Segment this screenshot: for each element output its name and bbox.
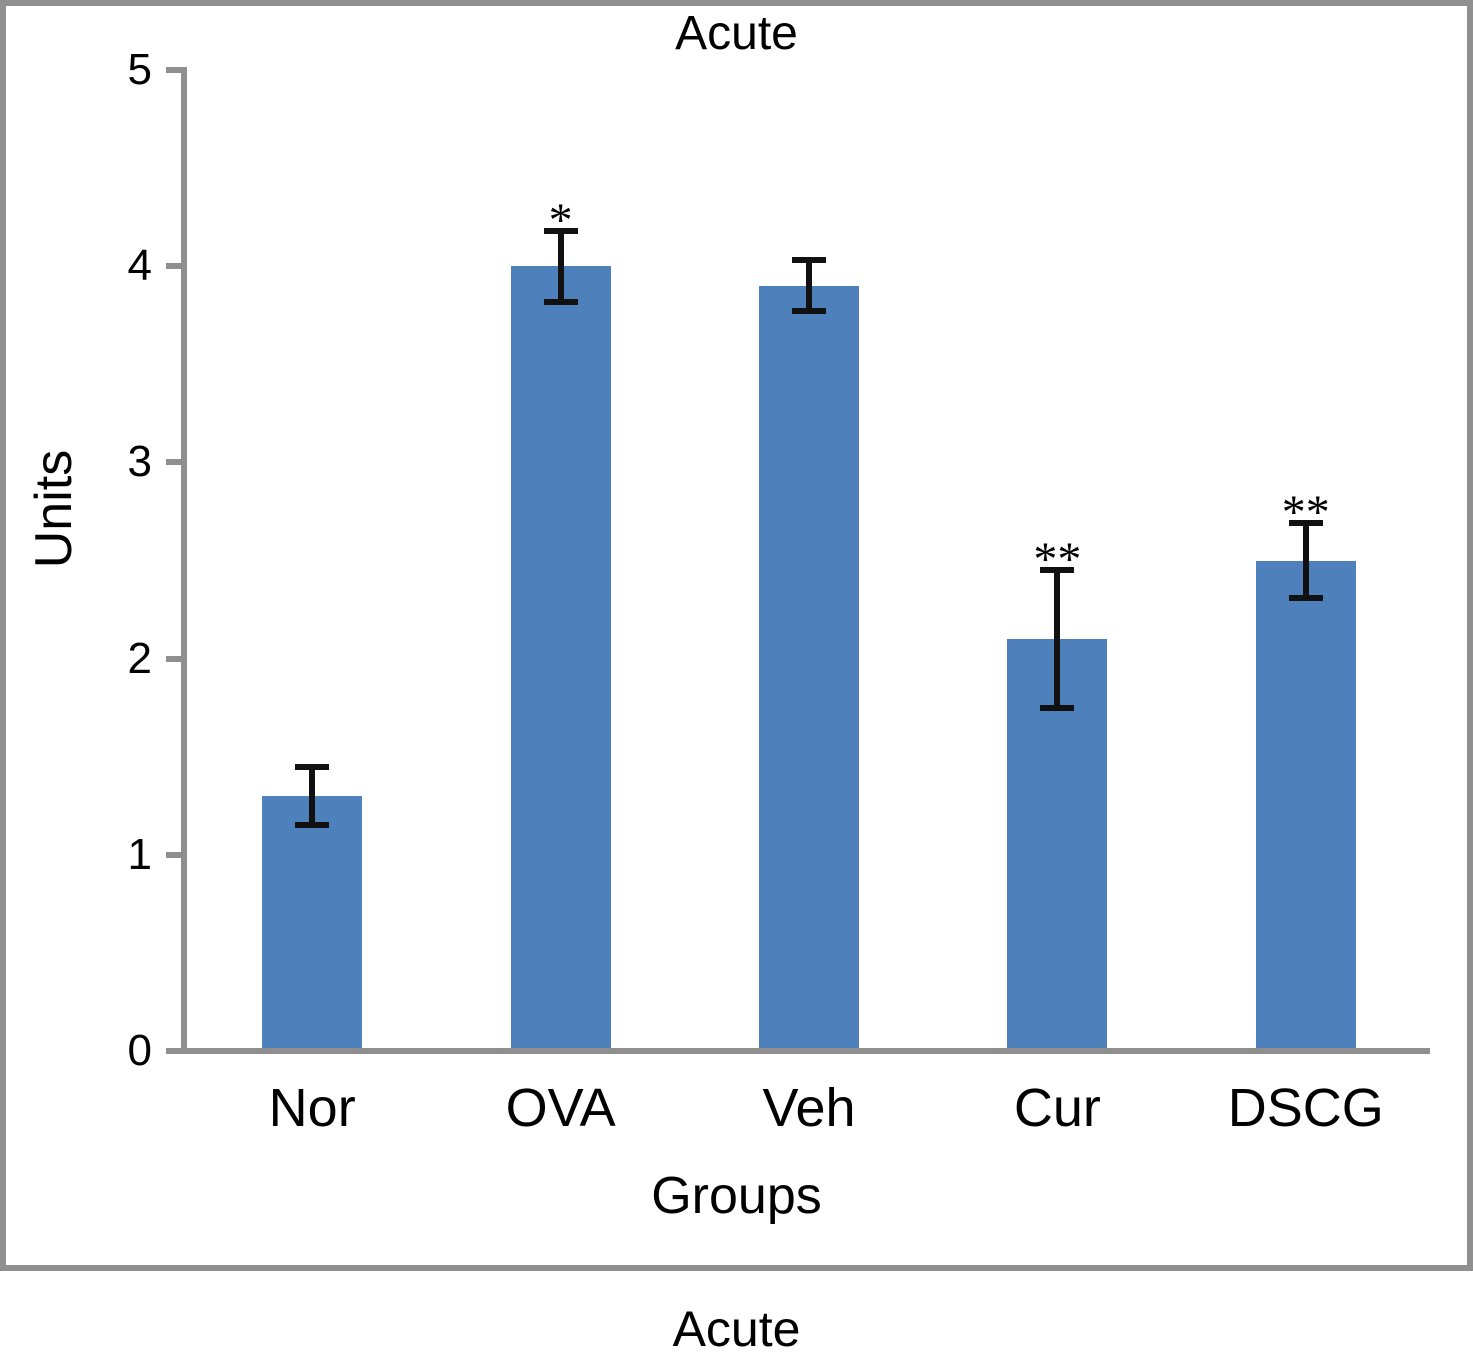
significance-marker: ** (1281, 486, 1330, 540)
error-bar-cap-bottom (792, 308, 826, 315)
error-bar-cap-top (1288, 520, 1323, 527)
error-bar-cap-bottom (543, 298, 578, 305)
error-bar-cap-top (543, 227, 578, 234)
y-tick (166, 67, 187, 73)
bar-nor (262, 795, 363, 1048)
y-axis-line (181, 67, 187, 1048)
y-tick-label: 2 (127, 633, 152, 683)
x-axis-title: Groups (651, 1167, 822, 1225)
chart-title: Acute (675, 7, 798, 60)
error-bar-cap-bottom (1040, 704, 1075, 711)
error-bar-cap-top (1040, 567, 1075, 574)
x-category-label: Cur (1013, 1078, 1101, 1138)
y-tick (166, 459, 187, 466)
x-category-label: DSCG (1227, 1078, 1384, 1138)
bar-veh (759, 285, 859, 1048)
y-tick-label: 3 (127, 437, 152, 487)
y-tick-label: 0 (127, 1026, 152, 1075)
chart-frame (0, 0, 1473, 1271)
y-tick (166, 851, 187, 858)
error-bar-cap-bottom (295, 822, 330, 829)
y-tick (166, 263, 187, 270)
x-category-label: Veh (762, 1078, 856, 1138)
bar-dscg (1255, 560, 1356, 1048)
plot-area: 0 1 2 3 4 5 Nor * OVA Veh ** Cur ** DSCG (127, 45, 1430, 1138)
bar-ova (510, 266, 611, 1048)
x-category-label: Nor (268, 1078, 356, 1138)
error-bar-line (309, 766, 316, 826)
error-bar-cap-top (295, 763, 330, 770)
error-bar-line (806, 260, 812, 312)
significance-marker: ** (1033, 533, 1082, 587)
error-bar-line (1054, 570, 1061, 708)
error-bar-cap-top (792, 257, 826, 264)
y-tick-label: 5 (127, 45, 152, 94)
significance-marker: * (548, 193, 573, 247)
error-bar-cap-bottom (1288, 594, 1323, 601)
y-tick-label: 4 (127, 241, 152, 291)
error-bar-line (557, 230, 564, 302)
y-tick (166, 655, 187, 662)
x-category-label: OVA (505, 1078, 616, 1138)
error-bar-line (1302, 523, 1309, 598)
figure-caption: Acute (672, 1301, 801, 1357)
y-tick-label: 1 (127, 829, 152, 879)
x-axis-line (166, 1048, 1430, 1054)
